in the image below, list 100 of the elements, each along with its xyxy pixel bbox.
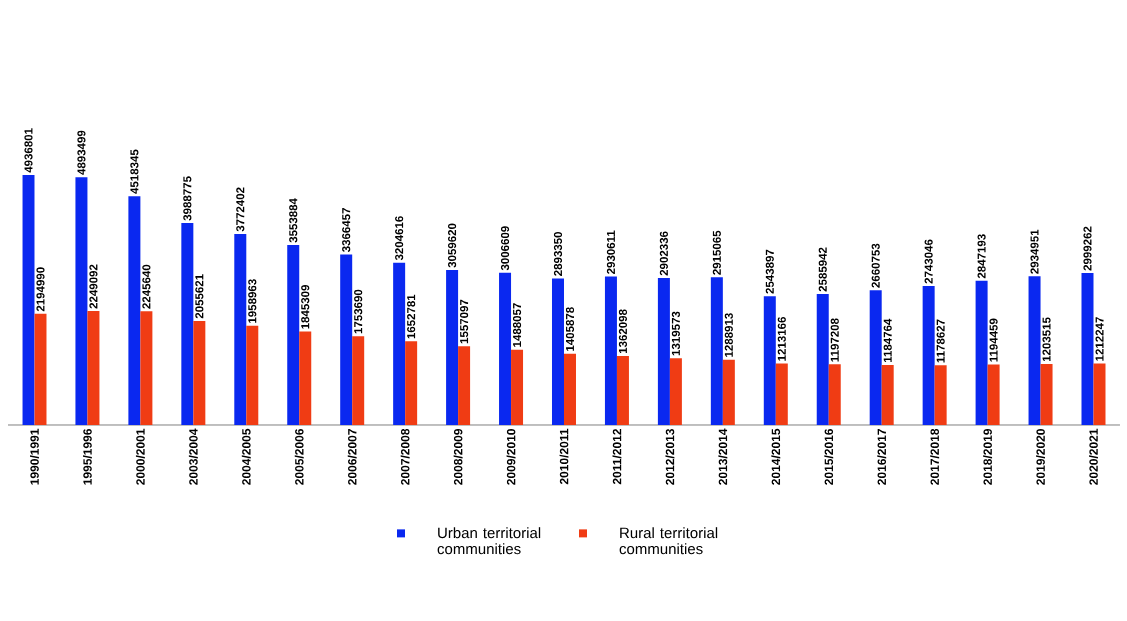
bar: [869, 290, 882, 425]
bar: [234, 233, 247, 425]
legend-label: Rural territorial communities: [619, 527, 718, 555]
x-tick-label: 2014/2015: [771, 428, 781, 485]
data-label: 2660753: [871, 243, 880, 288]
x-tick-label: 2006/2007: [347, 429, 357, 485]
data-label: 1213166: [777, 317, 786, 361]
bar: [87, 311, 100, 425]
bar: [446, 270, 459, 425]
bar: [657, 278, 670, 425]
bar: [775, 363, 788, 425]
bar: [140, 311, 153, 425]
data-label: 1288913: [724, 313, 733, 357]
bar: [181, 223, 194, 425]
data-label: 2055621: [195, 274, 204, 319]
bar: [499, 272, 512, 425]
bar: [934, 365, 947, 425]
data-label: 2543897: [765, 249, 774, 294]
bar: [458, 346, 471, 425]
bar: [1093, 363, 1106, 425]
data-label: 1184764: [883, 318, 892, 363]
x-tick-label: 2019/2020: [1036, 429, 1046, 485]
bar: [287, 245, 300, 425]
bar: [1081, 273, 1094, 425]
x-tick-label: 2013/2014: [718, 428, 728, 485]
bar: [193, 320, 206, 425]
x-tick-label: 2017/2018: [930, 428, 940, 485]
bar: [763, 296, 776, 425]
data-label: 3988775: [183, 176, 192, 221]
data-label: 2934951: [1030, 229, 1039, 274]
bar: [563, 353, 576, 425]
bar: [881, 365, 894, 425]
data-label: 1405878: [565, 307, 575, 351]
bar: [246, 325, 259, 425]
bar: [710, 277, 723, 425]
data-label: 2902336: [659, 231, 668, 276]
data-label: 1194459: [989, 318, 998, 362]
data-label: 2245640: [142, 264, 151, 309]
x-tick-label: 2020/2021: [1089, 428, 1098, 485]
data-label: 1845309: [301, 285, 310, 329]
bar: [722, 359, 735, 425]
x-tick-label: 2004/2005: [241, 428, 251, 485]
x-tick-label: 2008/2009: [453, 428, 463, 485]
x-tick-label: 2005/2006: [294, 428, 304, 485]
x-tick-label: 2010/2011: [559, 428, 569, 485]
bar: [405, 341, 418, 425]
data-label: 1178627: [936, 319, 945, 363]
x-tick-label: 1995/1996: [82, 428, 92, 485]
x-tick-label: 2009/2010: [506, 429, 516, 485]
data-label: 1958963: [248, 279, 257, 323]
x-tick-label: 2016/2017: [877, 429, 887, 485]
data-label: 3059620: [448, 223, 457, 268]
bar: [604, 276, 617, 425]
x-tick-label: 2000/2001: [135, 428, 145, 485]
data-label: 4936801: [24, 128, 33, 173]
bar: [22, 174, 35, 425]
bar: [816, 294, 829, 425]
bar: [340, 254, 353, 425]
bar: [75, 177, 88, 425]
x-tick-label: 2003/2004: [188, 428, 198, 485]
x-tick-label: 2018/2019: [983, 428, 993, 485]
data-label: 2930611: [606, 230, 616, 274]
data-label: 2893350: [553, 231, 563, 276]
bar: [828, 364, 841, 425]
data-label: 3366457: [342, 208, 351, 253]
x-tick-label: 2011/2012: [612, 429, 622, 485]
data-label: 1488057: [512, 303, 522, 347]
x-tick-label: 2015/2016: [824, 428, 834, 485]
data-label: 3006609: [500, 226, 510, 271]
data-label: 2249092: [89, 264, 98, 309]
bar: [975, 280, 988, 425]
data-label: 1203515: [1042, 317, 1051, 362]
bar: [669, 358, 682, 425]
data-label: 3204616: [395, 216, 404, 261]
data-label: 2847193: [977, 234, 986, 279]
data-label: 1362098: [618, 309, 628, 354]
bar: [987, 364, 1000, 425]
bar: [1040, 364, 1053, 425]
data-label: 2194990: [36, 267, 45, 312]
data-label: 3553884: [289, 198, 298, 243]
data-label: 1557097: [460, 299, 469, 344]
x-tick-label: 2012/2013: [665, 428, 675, 485]
data-label: 2585942: [818, 247, 827, 292]
bar: [34, 313, 47, 425]
x-tick-label: 1990/1991: [30, 428, 39, 485]
data-label: 1212247: [1095, 317, 1104, 361]
data-label: 2743046: [924, 239, 933, 284]
data-label: 2915065: [712, 230, 721, 275]
data-label: 1652781: [407, 294, 416, 339]
bar: [128, 196, 141, 425]
x-tick-label: 2007/2008: [400, 428, 410, 485]
bar: [616, 356, 629, 425]
bar: [352, 336, 365, 425]
bar: [551, 278, 564, 425]
bar: [299, 331, 312, 425]
data-label: 1753690: [354, 289, 363, 334]
data-label: 1197208: [830, 318, 839, 362]
legend-label: Urban territorial communities: [437, 527, 541, 555]
data-label: 1319573: [671, 311, 680, 356]
bar: [922, 286, 935, 425]
